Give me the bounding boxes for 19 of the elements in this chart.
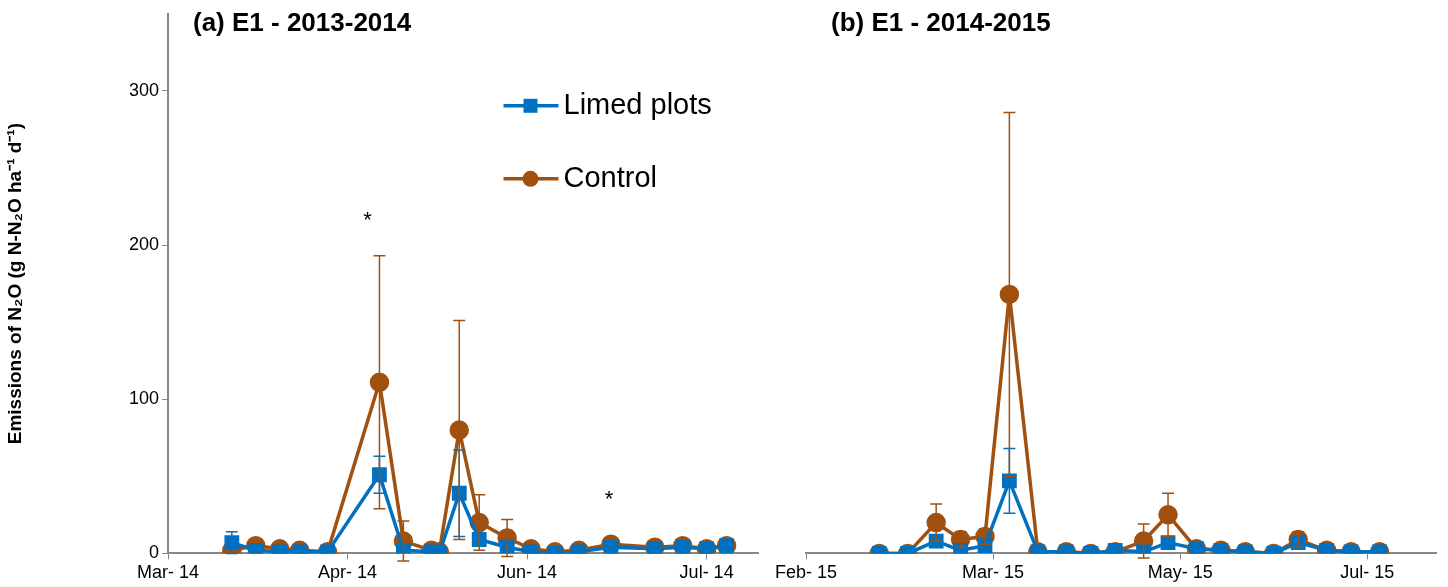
x-tick-label: Jun- 14 [497, 562, 558, 583]
x-tick-label: May- 15 [1147, 562, 1213, 583]
chart-title: (a) E1 - 2013-2014 [193, 7, 412, 38]
x-tick-label: Jul- 15 [1340, 562, 1395, 583]
y-tick-label: 100 [128, 388, 159, 409]
legend-label: Control [563, 160, 657, 193]
legend-label: Limed plots [563, 87, 712, 120]
x-tick-label: Mar- 14 [136, 562, 200, 583]
x-tick-label: Feb- 15 [774, 562, 838, 583]
x-tick-label: Mar- 15 [962, 562, 1025, 583]
annotation: * [604, 485, 614, 511]
y-tick-label: 0 [148, 542, 159, 563]
annotation: * [363, 207, 373, 233]
y-tick-label: 200 [128, 234, 159, 255]
y-tick-label: 300 [128, 79, 159, 100]
chart-title: (b) E1 - 2014-2015 [831, 7, 1051, 38]
x-tick-label: Apr- 14 [318, 562, 378, 583]
x-tick-label: Jul- 14 [679, 562, 734, 583]
y-axis-title: Emissions of N₂O (g N-N₂O ha⁻¹ d⁻¹) [3, 122, 25, 445]
